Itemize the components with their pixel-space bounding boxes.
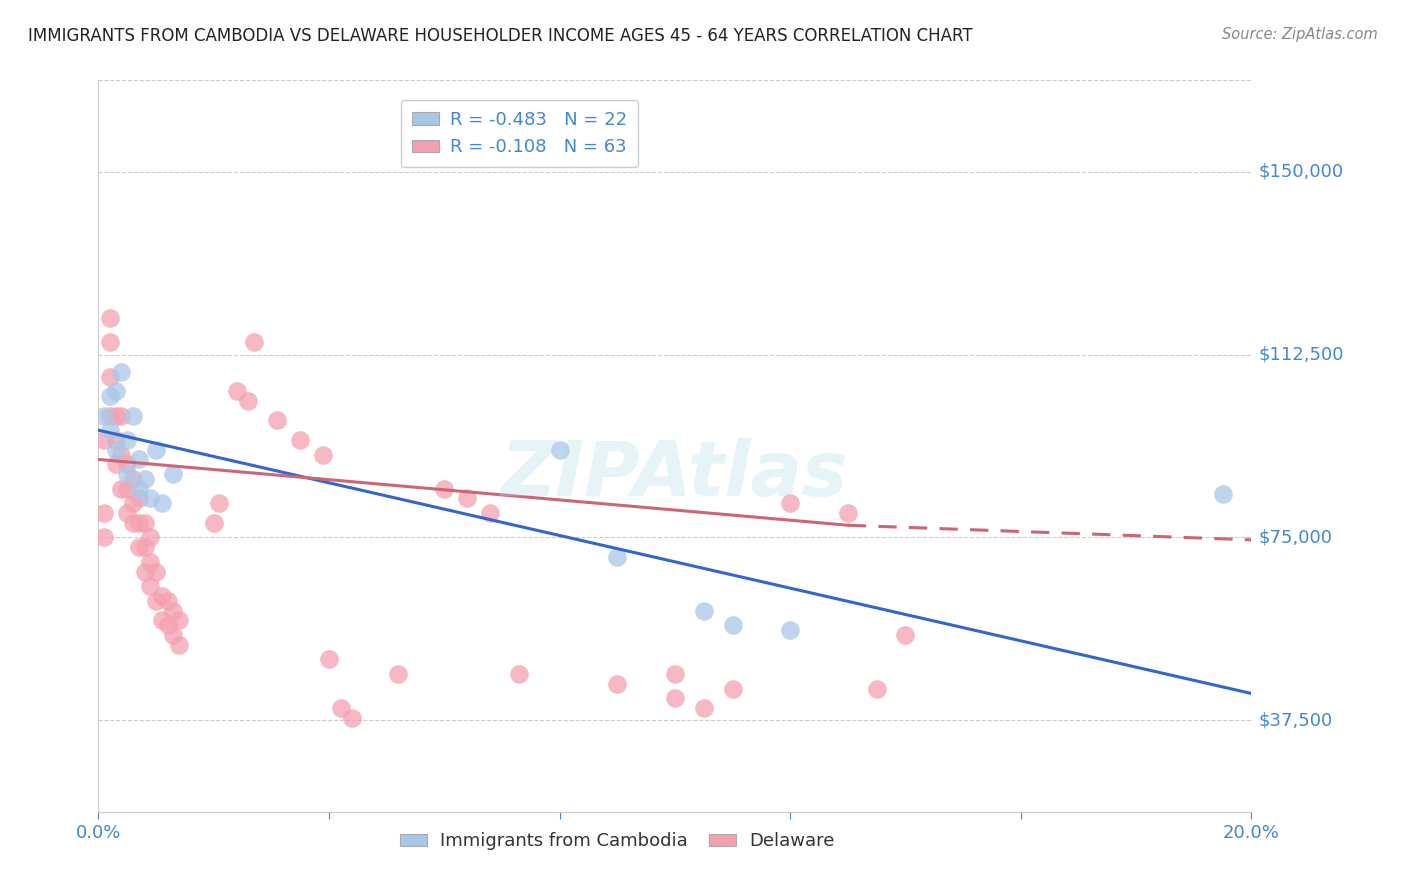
Point bbox=[508, 667, 530, 681]
Point bbox=[693, 603, 716, 617]
Point bbox=[779, 496, 801, 510]
Point bbox=[664, 667, 686, 681]
Point bbox=[93, 409, 115, 423]
Point bbox=[433, 482, 456, 496]
Point bbox=[93, 433, 115, 447]
Point bbox=[145, 442, 167, 457]
Point bbox=[110, 482, 132, 496]
Point bbox=[208, 496, 231, 510]
Point bbox=[117, 433, 138, 447]
Point bbox=[664, 691, 686, 706]
Text: $150,000: $150,000 bbox=[1258, 162, 1344, 181]
Point bbox=[150, 613, 173, 627]
Point bbox=[128, 540, 150, 554]
Point bbox=[139, 530, 162, 544]
Point bbox=[128, 452, 150, 467]
Point bbox=[162, 467, 184, 481]
Point bbox=[134, 565, 156, 579]
Point bbox=[93, 530, 115, 544]
Point bbox=[329, 701, 352, 715]
Point bbox=[98, 369, 121, 384]
Point bbox=[167, 613, 190, 627]
Point bbox=[128, 482, 150, 496]
Point bbox=[312, 448, 335, 462]
Point bbox=[156, 618, 179, 632]
Point bbox=[104, 458, 127, 472]
Point bbox=[117, 482, 138, 496]
Point bbox=[456, 491, 478, 506]
Point bbox=[837, 506, 859, 520]
Point bbox=[117, 458, 138, 472]
Point bbox=[110, 409, 132, 423]
Point bbox=[104, 384, 127, 399]
Point bbox=[117, 467, 138, 481]
Point bbox=[128, 491, 150, 506]
Text: $75,000: $75,000 bbox=[1258, 528, 1333, 547]
Point bbox=[139, 555, 162, 569]
Point bbox=[139, 579, 162, 593]
Point bbox=[134, 472, 156, 486]
Point bbox=[162, 603, 184, 617]
Point bbox=[104, 433, 127, 447]
Point bbox=[866, 681, 889, 696]
Text: $112,500: $112,500 bbox=[1258, 345, 1344, 364]
Point bbox=[693, 701, 716, 715]
Point bbox=[110, 448, 132, 462]
Point bbox=[894, 628, 917, 642]
Point bbox=[202, 516, 225, 530]
Point bbox=[110, 365, 132, 379]
Point bbox=[122, 516, 145, 530]
Point bbox=[167, 638, 190, 652]
Point bbox=[122, 496, 145, 510]
Point bbox=[721, 681, 744, 696]
Point bbox=[340, 711, 363, 725]
Text: IMMIGRANTS FROM CAMBODIA VS DELAWARE HOUSEHOLDER INCOME AGES 45 - 64 YEARS CORRE: IMMIGRANTS FROM CAMBODIA VS DELAWARE HOU… bbox=[28, 27, 973, 45]
Point bbox=[225, 384, 247, 399]
Point bbox=[779, 623, 801, 637]
Point bbox=[122, 409, 145, 423]
Point bbox=[606, 549, 628, 564]
Point bbox=[1212, 486, 1234, 500]
Point bbox=[98, 311, 121, 326]
Point bbox=[145, 594, 167, 608]
Point bbox=[243, 335, 266, 350]
Point bbox=[479, 506, 502, 520]
Point bbox=[606, 676, 628, 690]
Point bbox=[117, 506, 138, 520]
Point bbox=[387, 667, 409, 681]
Point bbox=[266, 413, 288, 427]
Point bbox=[318, 652, 340, 666]
Point bbox=[104, 409, 127, 423]
Point bbox=[98, 409, 121, 423]
Point bbox=[139, 491, 162, 506]
Point bbox=[122, 472, 145, 486]
Text: $37,500: $37,500 bbox=[1258, 711, 1333, 730]
Point bbox=[548, 442, 571, 457]
Point bbox=[98, 389, 121, 403]
Text: Source: ZipAtlas.com: Source: ZipAtlas.com bbox=[1222, 27, 1378, 42]
Point bbox=[150, 496, 173, 510]
Point bbox=[134, 540, 156, 554]
Point bbox=[98, 423, 121, 437]
Point bbox=[238, 393, 260, 408]
Point bbox=[721, 618, 744, 632]
Point bbox=[93, 506, 115, 520]
Point bbox=[104, 442, 127, 457]
Point bbox=[290, 433, 312, 447]
Legend: Immigrants from Cambodia, Delaware: Immigrants from Cambodia, Delaware bbox=[392, 825, 842, 857]
Point bbox=[156, 594, 179, 608]
Point bbox=[150, 589, 173, 603]
Point bbox=[162, 628, 184, 642]
Point bbox=[145, 565, 167, 579]
Point bbox=[98, 335, 121, 350]
Point bbox=[134, 516, 156, 530]
Point bbox=[128, 516, 150, 530]
Text: ZIPAtlas: ZIPAtlas bbox=[501, 438, 849, 512]
